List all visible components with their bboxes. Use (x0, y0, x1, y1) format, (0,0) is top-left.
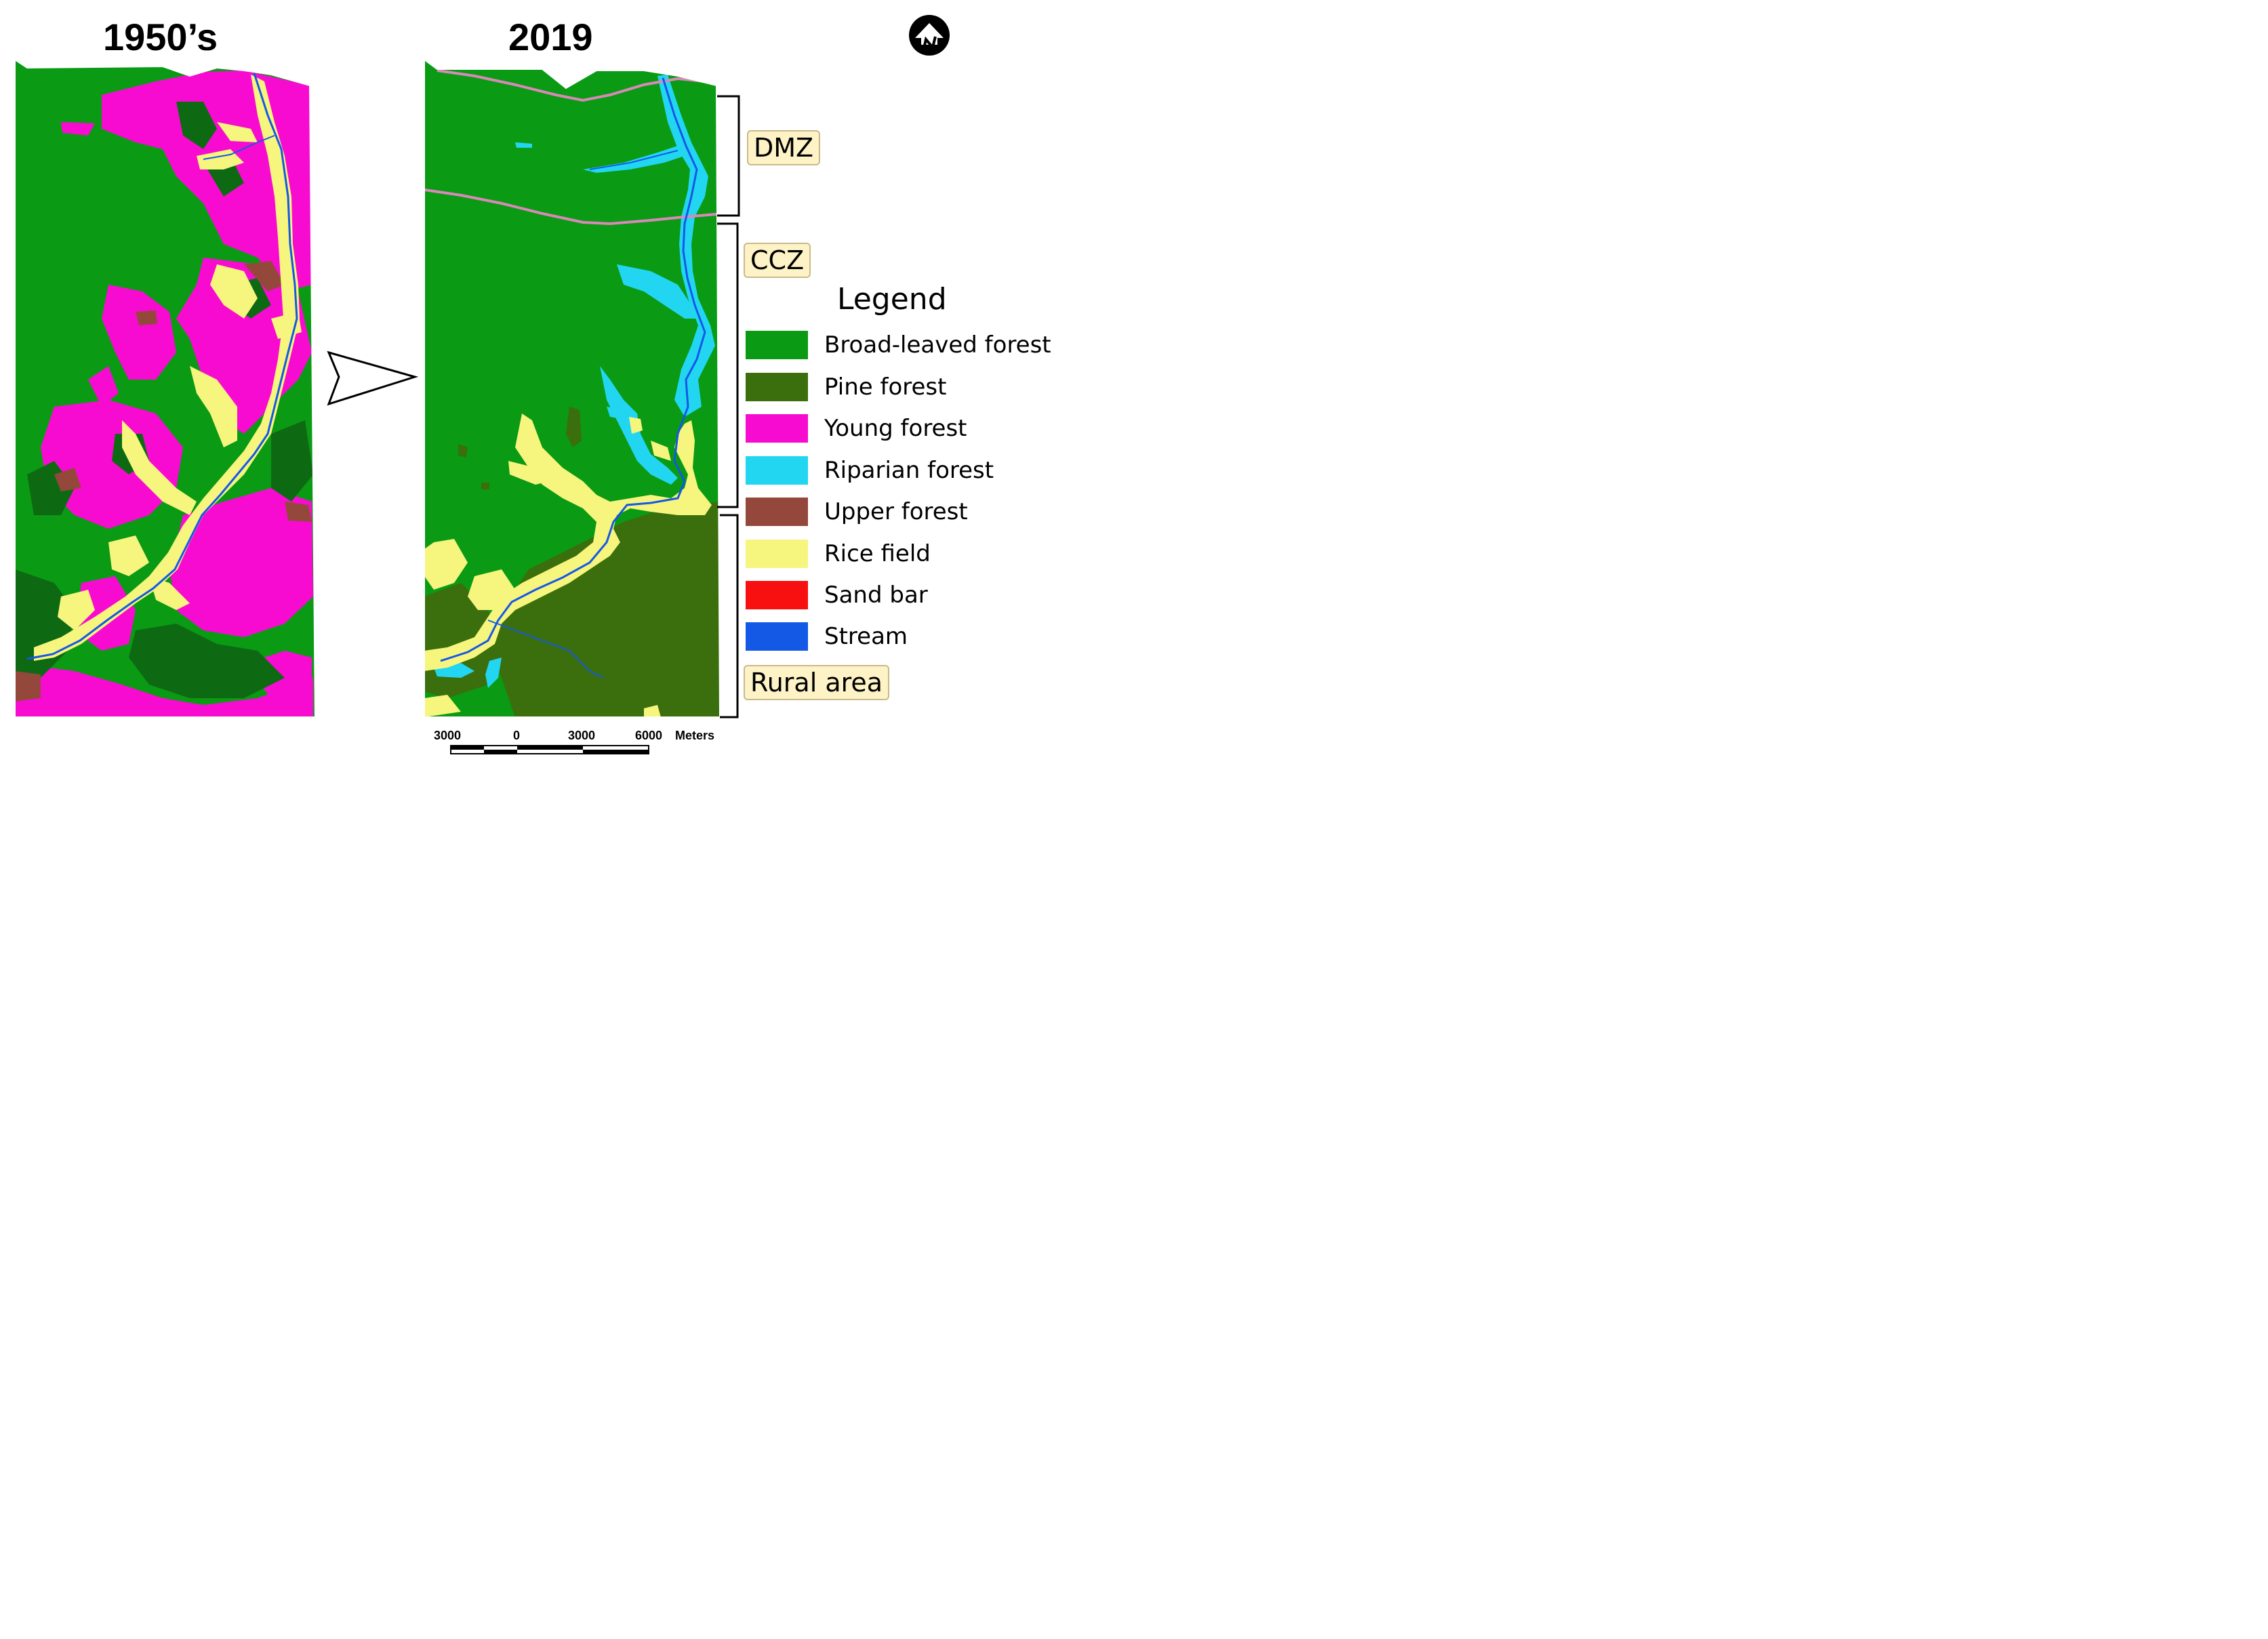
legend-label: Upper forest (824, 498, 968, 525)
legend-swatch-sandbar (746, 581, 808, 609)
zone-label-ccz: CCZ (744, 243, 811, 278)
scale-tick-label: 0 (513, 729, 521, 742)
map-1950s-rice-field (34, 75, 302, 661)
scale-unit-label: Meters (675, 729, 715, 742)
map-2019 (424, 60, 720, 717)
transition-arrow-icon (327, 350, 419, 406)
zone-label-rural: Rural area (744, 665, 890, 700)
legend-label: Sand bar (824, 582, 928, 609)
legend-item-young: Young forest (746, 413, 967, 443)
scale-tick-label: 3000 (434, 729, 462, 742)
legend-swatch-young (746, 414, 808, 443)
map-2019-tributary-1 (589, 150, 679, 170)
title-1950s: 1950’s (103, 16, 218, 58)
title-2019: 2019 (508, 16, 593, 58)
map-1950s-outline (14, 58, 317, 718)
legend-swatch-rice (746, 540, 808, 568)
legend-item-stream: Stream (746, 622, 908, 651)
legend-item-broadleaved: Broad-leaved forest (746, 330, 1051, 360)
legend-label: Broad-leaved forest (824, 331, 1051, 359)
map-1950s-tributary (203, 135, 275, 160)
rural-bracket (720, 514, 739, 719)
legend-swatch-stream (746, 622, 808, 651)
legend-swatch-upper (746, 498, 808, 526)
north-arrow-icon (909, 15, 950, 56)
map-1950s-young-forest (15, 70, 313, 717)
legend-item-sandbar: Sand bar (746, 580, 928, 610)
legend-item-pine: Pine forest (746, 372, 946, 402)
legend-item-upper: Upper forest (746, 497, 968, 527)
dmz-bracket (717, 95, 740, 217)
map-1950s-pine-forest (15, 102, 313, 698)
legend-item-riparian: Riparian forest (746, 456, 994, 485)
map-2019-rice-field (424, 413, 712, 717)
scale-bar (450, 745, 649, 754)
maps-canvas (14, 15, 950, 754)
legend-swatch-broadleaved (746, 331, 808, 359)
legend-label: Rice field (824, 540, 931, 567)
map-2019-road-north (437, 69, 717, 102)
scale-tick-label: 3000 (568, 729, 596, 742)
legend-label: Young forest (824, 415, 967, 442)
legend-label: Stream (824, 623, 908, 650)
legend-label: Riparian forest (824, 457, 994, 484)
map-2019-outline (424, 58, 721, 718)
map-1950s-upper-forest (15, 261, 312, 702)
legend-label: Pine forest (824, 373, 947, 401)
map-2019-stream (440, 77, 706, 662)
scale-tick-label: 6000 (635, 729, 663, 742)
legend-item-rice: Rice field (746, 539, 931, 569)
legend-title: Legend (837, 282, 947, 317)
legend-swatch-riparian (746, 456, 808, 485)
zone-label-dmz: DMZ (747, 130, 821, 165)
map-2019-tributary-2 (487, 620, 604, 679)
map-2019-road-middle (424, 188, 717, 226)
legend-swatch-pine (746, 373, 808, 401)
map-1950s-stream (26, 73, 298, 660)
map-1950s (15, 60, 315, 717)
north-arrow-letter: N (923, 35, 924, 36)
ccz-bracket (717, 222, 739, 508)
